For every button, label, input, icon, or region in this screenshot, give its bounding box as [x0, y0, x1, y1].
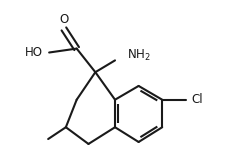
Text: NH$_2$: NH$_2$: [126, 48, 150, 63]
Text: HO: HO: [24, 46, 42, 59]
Text: O: O: [59, 13, 68, 26]
Text: Cl: Cl: [191, 93, 202, 106]
